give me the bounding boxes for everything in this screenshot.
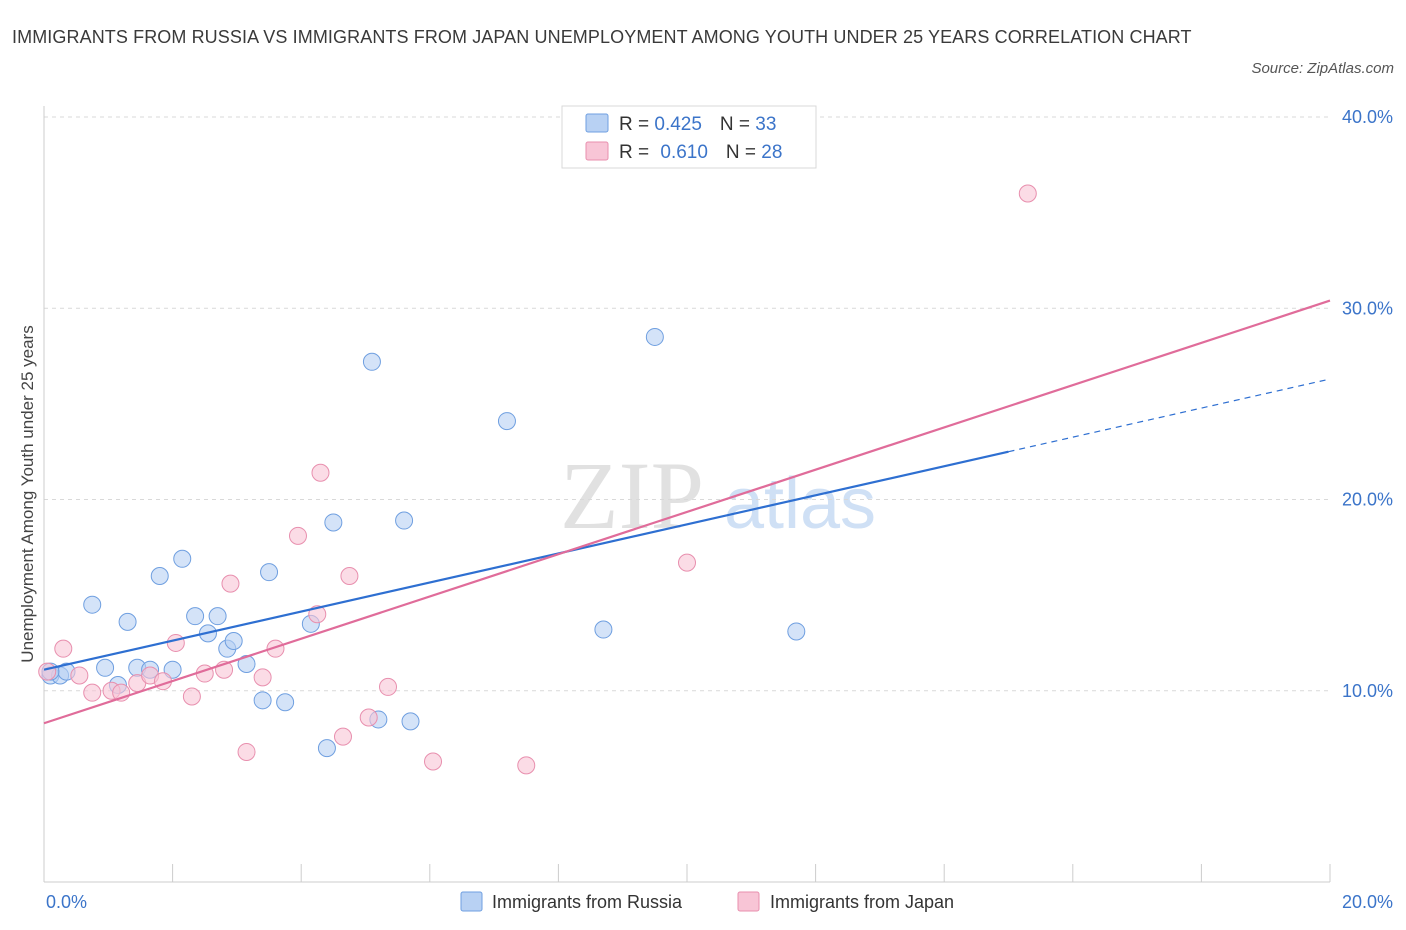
legend-row-russia: R = 0.425 N = 33 xyxy=(619,114,776,135)
japan-point xyxy=(54,639,73,658)
russia-point xyxy=(276,693,295,712)
russia-point xyxy=(324,513,343,532)
legend-n-value-japan: 28 xyxy=(761,142,782,163)
russia-point xyxy=(787,622,806,641)
x-tick-label-max: 20.0% xyxy=(1342,892,1393,912)
japan-point xyxy=(221,574,240,593)
stats-legend: R = 0.425 N = 33 R = 0.610 N = 28 xyxy=(561,105,817,169)
russia-point xyxy=(150,567,169,585)
series-japan-points xyxy=(38,184,1037,775)
russia-point xyxy=(253,691,272,710)
grid xyxy=(44,116,1330,692)
russia-point xyxy=(83,595,102,614)
russia-point xyxy=(260,563,279,582)
russia-point xyxy=(395,511,414,530)
y-tick-label: 10.0% xyxy=(1342,681,1393,701)
russia-point xyxy=(362,352,381,371)
watermark-zip: ZIP xyxy=(560,442,704,549)
japan-point xyxy=(379,677,398,696)
russia-point xyxy=(317,739,336,758)
x-ticks xyxy=(43,864,1331,882)
chart-title: IMMIGRANTS FROM RUSSIA VS IMMIGRANTS FRO… xyxy=(12,27,1192,47)
russia-point xyxy=(237,654,256,673)
japan-point xyxy=(340,567,359,585)
japan-point xyxy=(182,687,201,706)
x-tick-label-min: 0.0% xyxy=(46,892,87,912)
series-legend-swatch-japan[interactable] xyxy=(737,891,760,912)
trend-lines xyxy=(43,299,1331,725)
japan-point xyxy=(424,752,443,771)
japan-point xyxy=(253,668,272,687)
series-legend-swatch-russia[interactable] xyxy=(460,891,483,912)
russia-point xyxy=(118,612,137,631)
legend-r-label-japan: R = xyxy=(619,142,654,163)
legend-swatch-japan xyxy=(585,141,609,161)
japan-point xyxy=(166,633,185,652)
legend-row-japan: R = 0.610 N = 28 xyxy=(619,142,782,163)
series-russia-points xyxy=(41,327,806,758)
y-tick-label: 40.0% xyxy=(1342,107,1393,127)
russia-trend-line xyxy=(43,450,1009,671)
russia-point xyxy=(186,607,205,626)
legend-n-label-japan: N = xyxy=(726,142,761,163)
legend-n-label-russia: N = xyxy=(720,114,755,135)
legend-r-label-russia: R = xyxy=(619,114,654,135)
series-legend-label-russia[interactable]: Immigrants from Russia xyxy=(492,892,683,912)
legend-r-value-japan: 0.610 xyxy=(660,142,708,163)
japan-point xyxy=(70,666,89,685)
series-legend: Immigrants from Russia Immigrants from J… xyxy=(460,891,954,912)
y-axis-label: Unemployment Among Youth under 25 years xyxy=(18,325,37,662)
russia-point xyxy=(401,712,420,731)
japan-trend-line xyxy=(43,299,1331,725)
russia-point xyxy=(173,549,192,568)
japan-point xyxy=(83,683,102,702)
russia-point xyxy=(224,632,243,651)
watermark-atlas: atlas xyxy=(724,464,876,544)
japan-point xyxy=(333,727,352,746)
series-legend-label-japan[interactable]: Immigrants from Japan xyxy=(770,892,954,912)
y-tick-label: 20.0% xyxy=(1342,490,1393,510)
japan-point xyxy=(288,526,307,545)
russia-point xyxy=(96,658,115,677)
japan-point xyxy=(311,463,330,482)
russia-point xyxy=(163,660,182,679)
japan-point xyxy=(517,756,536,775)
y-tick-labels: 10.0% 20.0% 30.0% 40.0% xyxy=(1342,107,1393,701)
japan-point xyxy=(38,662,57,681)
japan-point xyxy=(237,742,256,761)
russia-point xyxy=(497,412,516,431)
legend-swatch-russia xyxy=(585,113,609,133)
russia-point xyxy=(645,327,664,346)
russia-point xyxy=(208,607,227,626)
legend-n-value-russia: 33 xyxy=(755,114,776,135)
japan-point xyxy=(1018,184,1037,203)
russia-point xyxy=(594,620,613,639)
japan-point xyxy=(359,708,378,727)
y-tick-label: 30.0% xyxy=(1342,298,1393,318)
legend-r-value-russia: 0.425 xyxy=(654,114,702,135)
japan-point xyxy=(266,639,285,658)
japan-point xyxy=(678,553,696,572)
source-label: Source: ZipAtlas.com xyxy=(1251,60,1394,77)
